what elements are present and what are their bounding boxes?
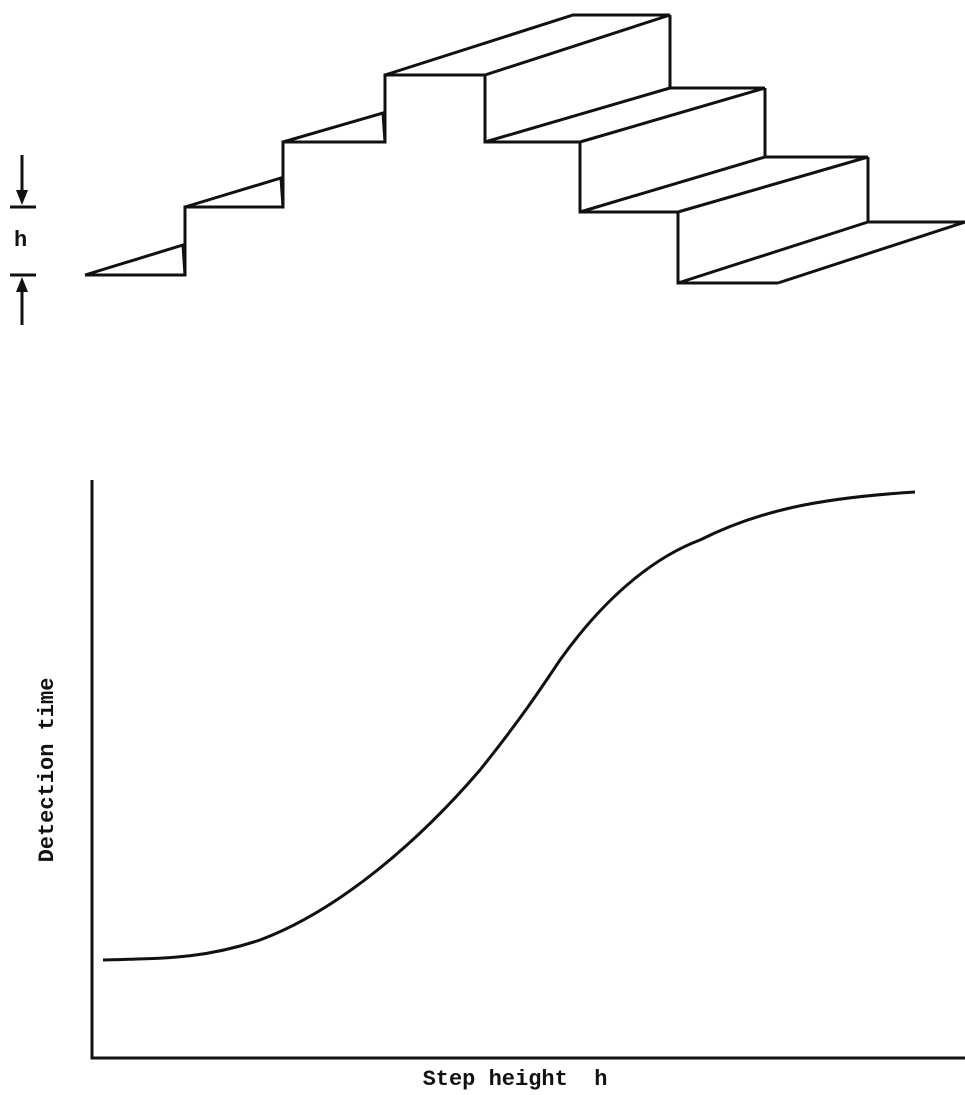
height-label: h [14, 228, 27, 253]
y-axis-label: Detection time [35, 678, 60, 863]
page: h Detection time Step height h [0, 0, 965, 1095]
stair-front-profile [85, 75, 778, 283]
height-marker: h [10, 155, 36, 325]
axes [92, 480, 965, 1058]
stair-back-edges [85, 15, 965, 283]
graph: Detection time Step height h [35, 480, 965, 1092]
staircase [85, 15, 965, 283]
detection-curve [103, 492, 915, 960]
x-axis-label: Step height h [423, 1067, 608, 1092]
